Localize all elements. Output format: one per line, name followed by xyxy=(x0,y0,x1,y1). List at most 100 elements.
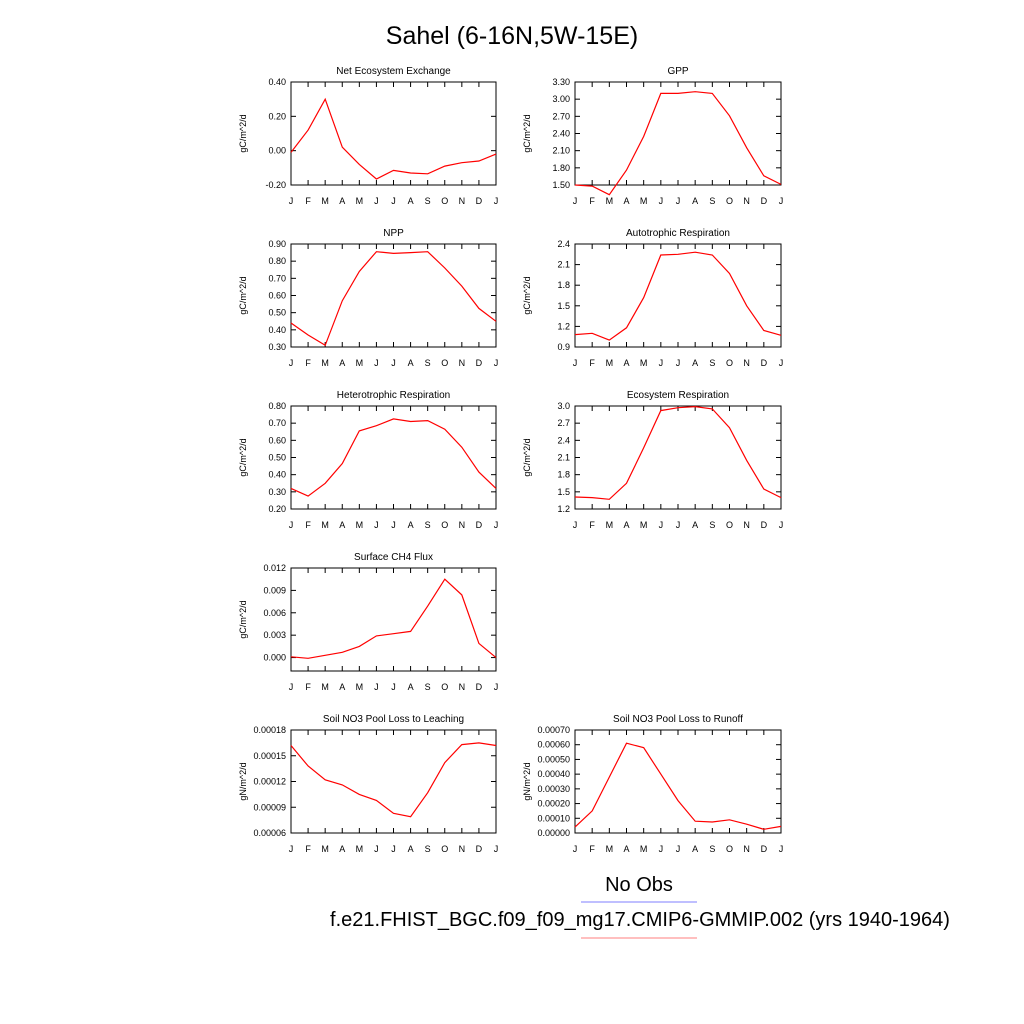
panel-title: Soil NO3 Pool Loss to Runoff xyxy=(613,714,743,725)
legend-model-label: f.e21.FHIST_BGC.f09_f09_mg17.CMIP6-GMMIP… xyxy=(330,909,950,931)
y-tick-label: 1.2 xyxy=(557,321,570,331)
plot-frame xyxy=(574,405,782,510)
x-tick-label: M xyxy=(606,358,614,368)
y-tick-label: 0.009 xyxy=(263,585,286,595)
x-tick-label: F xyxy=(305,844,311,854)
x-tick-label: N xyxy=(743,520,750,530)
legend-obs-label: No Obs xyxy=(605,874,673,896)
series-line xyxy=(574,91,782,196)
x-tick-label: J xyxy=(289,682,294,692)
x-tick-label: D xyxy=(761,358,768,368)
x-tick-label: N xyxy=(459,520,466,530)
x-tick-label: A xyxy=(692,844,698,854)
y-tick-label: 0.70 xyxy=(268,273,286,283)
panel-7: Surface CH4 Flux gC/m^2/d 0.012 0.009 0.006 0… xyxy=(238,552,498,692)
x-tick-label: J xyxy=(573,844,578,854)
x-tick-label: M xyxy=(321,844,329,854)
x-tick-label: A xyxy=(339,196,345,206)
y-tick-label: 0.90 xyxy=(268,239,286,249)
panel-title: Heterotrophic Respiration xyxy=(337,390,450,401)
y-tick-label: 1.8 xyxy=(557,280,570,290)
x-tick-label: F xyxy=(589,520,595,530)
panel-3: NPPgC/m^2/d0.900.800.700.600.500.400.30J… xyxy=(238,228,498,368)
x-tick-label: N xyxy=(459,196,466,206)
y-tick-label: 0.40 xyxy=(268,325,286,335)
x-tick-label: J xyxy=(391,196,396,206)
x-tick-label: J xyxy=(573,196,578,206)
x-tick-label: A xyxy=(339,844,345,854)
y-tick-label: 1.5 xyxy=(557,301,570,311)
panel-5: Heterotrophic Respiration gC/m^2/d 0.80 0.7… xyxy=(238,390,498,530)
panel-9: Soil NO3 Pool Loss to Runoff gN/m^2/d 0.00… xyxy=(522,714,783,854)
y-tick-label: 0.00015 xyxy=(253,751,286,761)
x-tick-label: S xyxy=(425,358,431,368)
y-tick-label: 2.10 xyxy=(552,146,570,156)
x-tick-label: A xyxy=(408,844,414,854)
y-tick-label: 3.30 xyxy=(552,77,570,87)
y-tick-label: 1.80 xyxy=(552,163,570,173)
plot-frame xyxy=(574,81,782,186)
y-tick-label: 0.20 xyxy=(268,111,286,121)
x-tick-label: J xyxy=(779,844,784,854)
x-tick-label: A xyxy=(623,520,629,530)
x-tick-label: A xyxy=(408,520,414,530)
panel-2: GPPgC/m^2/d3.303.002.702.402.101.801.50J… xyxy=(522,66,783,206)
x-tick-label: F xyxy=(589,844,595,854)
y-axis-label: gC/m^2/d xyxy=(238,600,248,638)
y-tick-label: 0.00 xyxy=(268,146,286,156)
panel-8: Soil NO3 Pool Loss to Leaching gN/m^2/d 0.… xyxy=(238,714,498,854)
x-tick-label: A xyxy=(623,358,629,368)
y-tick-label: 0.40 xyxy=(268,77,286,87)
x-tick-label: J xyxy=(391,358,396,368)
panel-title: NPP xyxy=(383,228,404,239)
x-tick-label: M xyxy=(640,358,648,368)
x-tick-label: S xyxy=(709,844,715,854)
plot-frame xyxy=(574,243,782,348)
x-tick-label: M xyxy=(356,358,364,368)
x-tick-label: S xyxy=(425,196,431,206)
y-tick-label: 0.30 xyxy=(268,487,286,497)
y-tick-label: 2.4 xyxy=(557,435,570,445)
series-line xyxy=(290,578,497,659)
y-tick-label: 0.012 xyxy=(263,563,286,573)
x-tick-label: N xyxy=(743,844,750,854)
x-tick-label: M xyxy=(321,682,329,692)
x-tick-label: O xyxy=(726,844,733,854)
x-tick-label: J xyxy=(391,682,396,692)
x-tick-label: O xyxy=(726,520,733,530)
y-tick-label: 0.006 xyxy=(263,608,286,618)
y-tick-label: 0.80 xyxy=(268,256,286,266)
x-tick-label: A xyxy=(408,196,414,206)
y-tick-label: -0.20 xyxy=(265,180,286,190)
y-tick-label: 0.40 xyxy=(268,470,286,480)
x-tick-label: J xyxy=(676,196,681,206)
x-tick-label: N xyxy=(459,682,466,692)
x-tick-label: O xyxy=(726,196,733,206)
x-tick-label: M xyxy=(606,196,614,206)
x-tick-label: A xyxy=(339,358,345,368)
panel-1: Net Ecosystem Exchange gC/m^2/d 0.40 0.20 0.… xyxy=(238,66,498,206)
y-axis-label: gN/m^2/d xyxy=(522,762,532,800)
x-tick-label: O xyxy=(441,682,448,692)
x-tick-label: M xyxy=(640,520,648,530)
y-tick-label: 0.60 xyxy=(268,435,286,445)
x-tick-label: J xyxy=(289,196,294,206)
x-tick-label: D xyxy=(476,682,483,692)
x-tick-label: M xyxy=(356,844,364,854)
x-tick-label: J xyxy=(289,358,294,368)
x-tick-label: A xyxy=(339,682,345,692)
plot-frame xyxy=(290,405,497,510)
y-tick-label: 0.00009 xyxy=(253,802,286,812)
y-tick-label: 1.50 xyxy=(552,180,570,190)
x-tick-label: J xyxy=(676,520,681,530)
x-tick-label: J xyxy=(659,520,664,530)
x-tick-label: N xyxy=(743,196,750,206)
y-tick-label: 0.000 xyxy=(263,653,286,663)
plot-frame xyxy=(290,729,497,834)
plot-frame xyxy=(290,243,497,348)
x-tick-label: M xyxy=(321,520,329,530)
y-tick-label: 3.00 xyxy=(552,94,570,104)
x-tick-label: S xyxy=(425,520,431,530)
y-tick-label: 2.7 xyxy=(557,418,570,428)
x-tick-label: J xyxy=(573,520,578,530)
